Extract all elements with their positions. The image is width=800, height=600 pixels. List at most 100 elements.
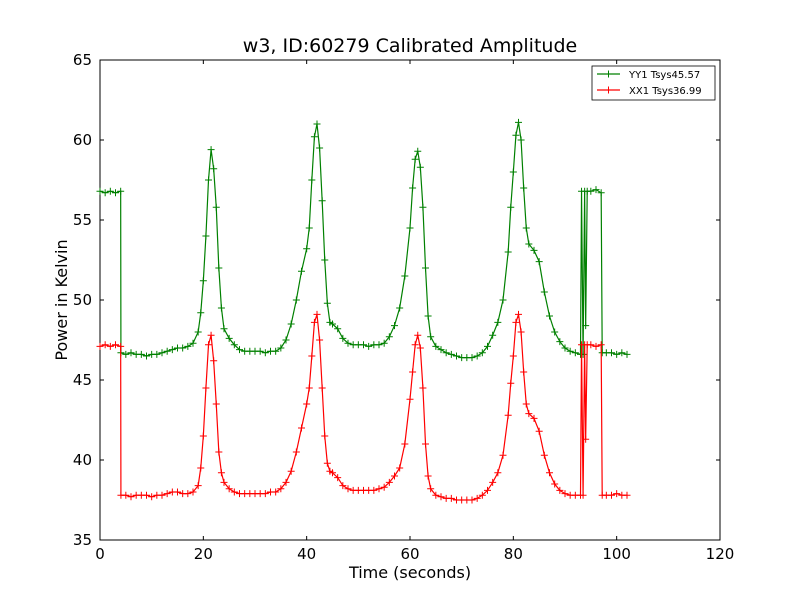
data-point-marker: [489, 478, 497, 486]
series-layer: [96, 118, 631, 504]
data-point-marker: [424, 312, 432, 320]
data-point-marker: [512, 131, 520, 139]
data-point-marker: [517, 328, 525, 336]
data-point-marker: [277, 344, 285, 352]
data-point-marker: [137, 350, 145, 358]
data-point-marker: [613, 490, 621, 498]
x-tick-label: 20: [194, 545, 213, 563]
data-point-marker: [101, 341, 109, 349]
data-point-marker: [158, 491, 166, 499]
legend-marker: [605, 70, 612, 78]
data-point-marker: [184, 342, 192, 350]
data-point-marker: [287, 320, 295, 328]
data-point-marker: [205, 341, 212, 349]
legend-box: [591, 65, 716, 101]
x-tick-label: 120: [706, 545, 735, 563]
data-point-marker: [396, 304, 404, 312]
data-point-marker: [143, 352, 150, 360]
data-point-marker: [303, 245, 311, 253]
data-point-marker: [321, 256, 329, 264]
data-point-marker: [401, 440, 409, 448]
data-point-marker: [414, 331, 422, 339]
x-tick-label: 100: [602, 545, 631, 563]
data-point-marker: [597, 189, 605, 197]
data-point-marker: [494, 469, 502, 477]
data-point-marker: [419, 203, 427, 211]
y-axis-label: Power in Kelvin: [52, 239, 71, 360]
data-point-marker: [287, 467, 295, 475]
data-point-marker: [225, 334, 233, 342]
data-point-marker: [310, 318, 318, 326]
data-point-marker: [489, 331, 497, 339]
data-point-marker: [321, 432, 329, 440]
data-point-marker: [391, 322, 398, 330]
data-point-marker: [608, 491, 615, 499]
ticks-layer: 0 20 40 60 80 100 120 35 40 45 50 55 60 65: [73, 51, 734, 563]
data-point-marker: [106, 342, 114, 350]
x-tick-label: 0: [95, 545, 105, 563]
data-point-marker: [256, 347, 264, 355]
axes-frame: [99, 59, 721, 541]
plot-area: [96, 59, 721, 541]
data-point-marker: [117, 342, 125, 350]
data-point-marker: [571, 349, 579, 357]
data-point-marker: [212, 400, 220, 408]
data-point-marker: [277, 485, 285, 493]
data-point-marker: [261, 349, 269, 357]
data-point-marker: [623, 491, 631, 499]
data-point-marker: [199, 277, 207, 285]
data-point-marker: [344, 485, 352, 493]
data-point-marker: [316, 144, 324, 152]
data-point-marker: [556, 338, 564, 346]
data-point-marker: [551, 480, 559, 488]
data-point-marker: [215, 448, 223, 456]
data-point-marker: [96, 187, 104, 195]
data-point-marker: [587, 341, 595, 349]
data-point-marker: [122, 350, 130, 358]
data-point-marker: [406, 224, 414, 232]
data-point-marker: [416, 163, 424, 171]
data-point-marker: [282, 478, 290, 486]
data-point-marker: [385, 478, 393, 486]
data-point-marker: [499, 296, 507, 304]
data-point-marker: [143, 491, 150, 499]
data-point-marker: [122, 491, 130, 499]
data-point-marker: [380, 483, 388, 491]
data-point-marker: [517, 136, 525, 144]
data-point-marker: [344, 339, 352, 347]
data-point-marker: [520, 368, 528, 376]
data-point-marker: [437, 493, 445, 501]
data-point-marker: [468, 496, 476, 504]
data-point-marker: [411, 155, 419, 163]
data-point-marker: [163, 490, 171, 498]
data-point-marker: [220, 478, 228, 486]
data-point-marker: [194, 482, 202, 490]
data-point-marker: [339, 482, 347, 490]
data-point-marker: [329, 469, 336, 477]
data-point-marker: [305, 384, 313, 392]
data-point-marker: [168, 346, 176, 354]
data-point-marker: [422, 440, 429, 448]
data-point-marker: [334, 325, 342, 333]
data-point-marker: [272, 347, 280, 355]
data-point-marker: [189, 488, 197, 496]
data-point-marker: [468, 354, 476, 362]
data-point-marker: [212, 203, 220, 211]
x-tick-label: 40: [297, 545, 316, 563]
data-point-marker: [310, 133, 318, 141]
data-point-marker: [220, 325, 228, 333]
data-point-marker: [303, 400, 311, 408]
data-point-marker: [292, 448, 300, 456]
data-point-marker: [329, 320, 336, 328]
data-point-marker: [236, 346, 243, 354]
data-point-marker: [163, 347, 171, 355]
y-tick-label: 55: [73, 211, 92, 229]
data-point-marker: [509, 352, 517, 360]
data-point-marker: [298, 267, 305, 275]
data-point-marker: [127, 493, 135, 501]
data-point-marker: [225, 485, 233, 493]
data-point-marker: [401, 272, 409, 280]
data-point-marker: [148, 493, 156, 501]
data-point-marker: [424, 472, 432, 480]
data-point-marker: [179, 344, 187, 352]
